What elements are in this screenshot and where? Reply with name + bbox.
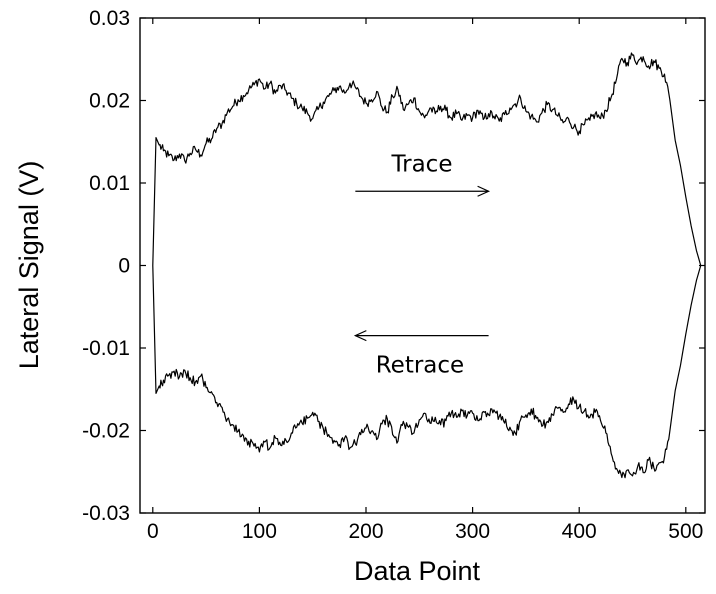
x-tick-label: 500 xyxy=(668,520,703,543)
y-tick-label: 0.03 xyxy=(89,7,130,30)
x-axis-ticks: 0 100 200 300 400 500 xyxy=(147,18,703,543)
x-tick-label: 100 xyxy=(242,520,277,543)
y-tick-label: 0.02 xyxy=(89,90,130,113)
x-tick-label: 0 xyxy=(147,520,159,543)
annotation-arrow-head xyxy=(353,330,367,342)
x-tick-label: 200 xyxy=(348,520,383,543)
plot-frame xyxy=(139,17,706,514)
y-tick-label: -0.03 xyxy=(82,502,130,525)
annotation-layer: Trace Retrace xyxy=(353,151,491,379)
x-axis-label: Data Point xyxy=(354,556,481,586)
y-axis-label: Lateral Signal (V) xyxy=(14,161,44,370)
y-tick-label: -0.02 xyxy=(82,420,130,443)
series-layer xyxy=(152,52,702,479)
y-tick-label: -0.01 xyxy=(82,337,130,360)
y-axis-ticks: -0.03 -0.02 -0.01 0 0.01 0.02 0.03 xyxy=(82,7,705,525)
annotation-arrow-head xyxy=(477,185,491,197)
series-line-trace xyxy=(152,52,702,266)
x-tick-label: 300 xyxy=(455,520,490,543)
y-tick-label: 0.01 xyxy=(89,172,130,195)
y-tick-label: 0 xyxy=(118,255,130,278)
annotation-label-retrace: Retrace xyxy=(376,353,464,379)
x-tick-label: 400 xyxy=(562,520,597,543)
series-line-retrace xyxy=(152,265,702,479)
annotation-label-trace: Trace xyxy=(390,151,452,177)
